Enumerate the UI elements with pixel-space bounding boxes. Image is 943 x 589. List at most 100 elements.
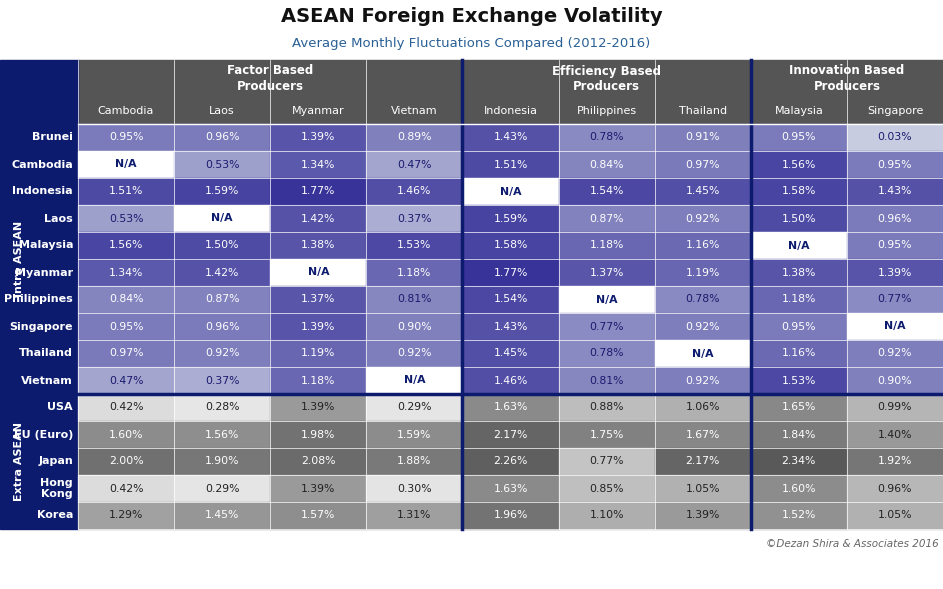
Text: 1.18%: 1.18% bbox=[301, 376, 336, 385]
Bar bbox=[271, 340, 366, 367]
Text: 1.18%: 1.18% bbox=[397, 267, 432, 277]
Text: 2.34%: 2.34% bbox=[782, 456, 816, 466]
Text: 0.87%: 0.87% bbox=[205, 294, 240, 305]
Bar bbox=[558, 151, 654, 178]
Bar bbox=[78, 60, 943, 124]
Text: 1.39%: 1.39% bbox=[301, 133, 336, 143]
Text: 2.08%: 2.08% bbox=[301, 456, 336, 466]
Bar bbox=[174, 151, 271, 178]
Bar bbox=[366, 475, 462, 502]
Text: 0.90%: 0.90% bbox=[397, 322, 432, 332]
Text: 1.05%: 1.05% bbox=[686, 484, 720, 494]
Text: 0.47%: 0.47% bbox=[397, 160, 432, 170]
Text: 1.16%: 1.16% bbox=[782, 349, 816, 359]
Bar bbox=[847, 178, 943, 205]
Text: 1.67%: 1.67% bbox=[686, 429, 720, 439]
Bar bbox=[558, 313, 654, 340]
Bar bbox=[366, 502, 462, 529]
Bar bbox=[271, 259, 366, 286]
Bar bbox=[558, 259, 654, 286]
Text: Vietnam: Vietnam bbox=[22, 376, 73, 385]
Text: Average Monthly Fluctuations Compared (2012-2016): Average Monthly Fluctuations Compared (2… bbox=[292, 37, 651, 49]
Text: 1.19%: 1.19% bbox=[301, 349, 336, 359]
Text: 0.95%: 0.95% bbox=[782, 322, 816, 332]
Bar bbox=[654, 205, 751, 232]
Bar bbox=[366, 151, 462, 178]
Text: 0.95%: 0.95% bbox=[108, 133, 143, 143]
Bar bbox=[558, 448, 654, 475]
Text: 0.95%: 0.95% bbox=[782, 133, 816, 143]
Text: 1.19%: 1.19% bbox=[686, 267, 720, 277]
Text: 2.17%: 2.17% bbox=[686, 456, 720, 466]
Bar bbox=[751, 232, 847, 259]
Text: 0.96%: 0.96% bbox=[205, 322, 240, 332]
Text: 1.77%: 1.77% bbox=[301, 187, 336, 197]
Text: 0.95%: 0.95% bbox=[878, 240, 912, 250]
Bar bbox=[751, 394, 847, 421]
Bar bbox=[462, 367, 558, 394]
Text: 0.53%: 0.53% bbox=[108, 213, 143, 223]
Bar bbox=[366, 367, 462, 394]
Bar bbox=[78, 259, 174, 286]
Bar bbox=[654, 340, 751, 367]
Text: 0.87%: 0.87% bbox=[589, 213, 624, 223]
Text: 1.37%: 1.37% bbox=[589, 267, 624, 277]
Bar bbox=[751, 421, 847, 448]
Text: 0.97%: 0.97% bbox=[686, 160, 720, 170]
Text: 1.31%: 1.31% bbox=[397, 511, 432, 521]
Bar bbox=[78, 286, 174, 313]
Bar bbox=[78, 340, 174, 367]
Text: 1.39%: 1.39% bbox=[301, 484, 336, 494]
Bar bbox=[558, 286, 654, 313]
Text: Malaysia: Malaysia bbox=[19, 240, 73, 250]
Text: 1.51%: 1.51% bbox=[108, 187, 143, 197]
Bar bbox=[654, 313, 751, 340]
Text: 1.58%: 1.58% bbox=[782, 187, 816, 197]
Bar bbox=[271, 394, 366, 421]
Text: 0.42%: 0.42% bbox=[108, 402, 143, 412]
Text: 0.97%: 0.97% bbox=[108, 349, 143, 359]
Bar bbox=[271, 178, 366, 205]
Text: 0.84%: 0.84% bbox=[108, 294, 143, 305]
Text: 1.18%: 1.18% bbox=[589, 240, 624, 250]
Bar bbox=[271, 232, 366, 259]
Bar bbox=[366, 340, 462, 367]
Bar bbox=[174, 259, 271, 286]
Bar bbox=[462, 448, 558, 475]
Bar bbox=[847, 124, 943, 151]
Text: 0.89%: 0.89% bbox=[397, 133, 432, 143]
Text: 0.28%: 0.28% bbox=[205, 402, 240, 412]
Text: Singapore: Singapore bbox=[9, 322, 73, 332]
Text: 1.39%: 1.39% bbox=[301, 402, 336, 412]
Text: 1.92%: 1.92% bbox=[878, 456, 912, 466]
Text: N/A: N/A bbox=[596, 294, 618, 305]
Bar bbox=[174, 313, 271, 340]
Text: Thailand: Thailand bbox=[19, 349, 73, 359]
Bar bbox=[174, 394, 271, 421]
Text: 1.42%: 1.42% bbox=[301, 213, 336, 223]
Text: EU (Euro): EU (Euro) bbox=[13, 429, 73, 439]
Bar bbox=[462, 502, 558, 529]
Bar bbox=[174, 367, 271, 394]
Text: 0.99%: 0.99% bbox=[878, 402, 912, 412]
Bar bbox=[78, 151, 174, 178]
Bar bbox=[462, 475, 558, 502]
Bar bbox=[271, 124, 366, 151]
Bar bbox=[847, 259, 943, 286]
Bar bbox=[847, 205, 943, 232]
Bar bbox=[654, 178, 751, 205]
Text: 0.42%: 0.42% bbox=[108, 484, 143, 494]
Bar bbox=[751, 475, 847, 502]
Text: Cambodia: Cambodia bbox=[98, 106, 155, 116]
Text: 0.30%: 0.30% bbox=[397, 484, 432, 494]
Bar bbox=[654, 475, 751, 502]
Text: 1.65%: 1.65% bbox=[782, 402, 816, 412]
Bar bbox=[174, 124, 271, 151]
Bar bbox=[462, 340, 558, 367]
Bar bbox=[751, 448, 847, 475]
Text: 0.03%: 0.03% bbox=[878, 133, 912, 143]
Bar bbox=[654, 448, 751, 475]
Bar bbox=[462, 151, 558, 178]
Bar bbox=[462, 178, 558, 205]
Bar bbox=[78, 475, 174, 502]
